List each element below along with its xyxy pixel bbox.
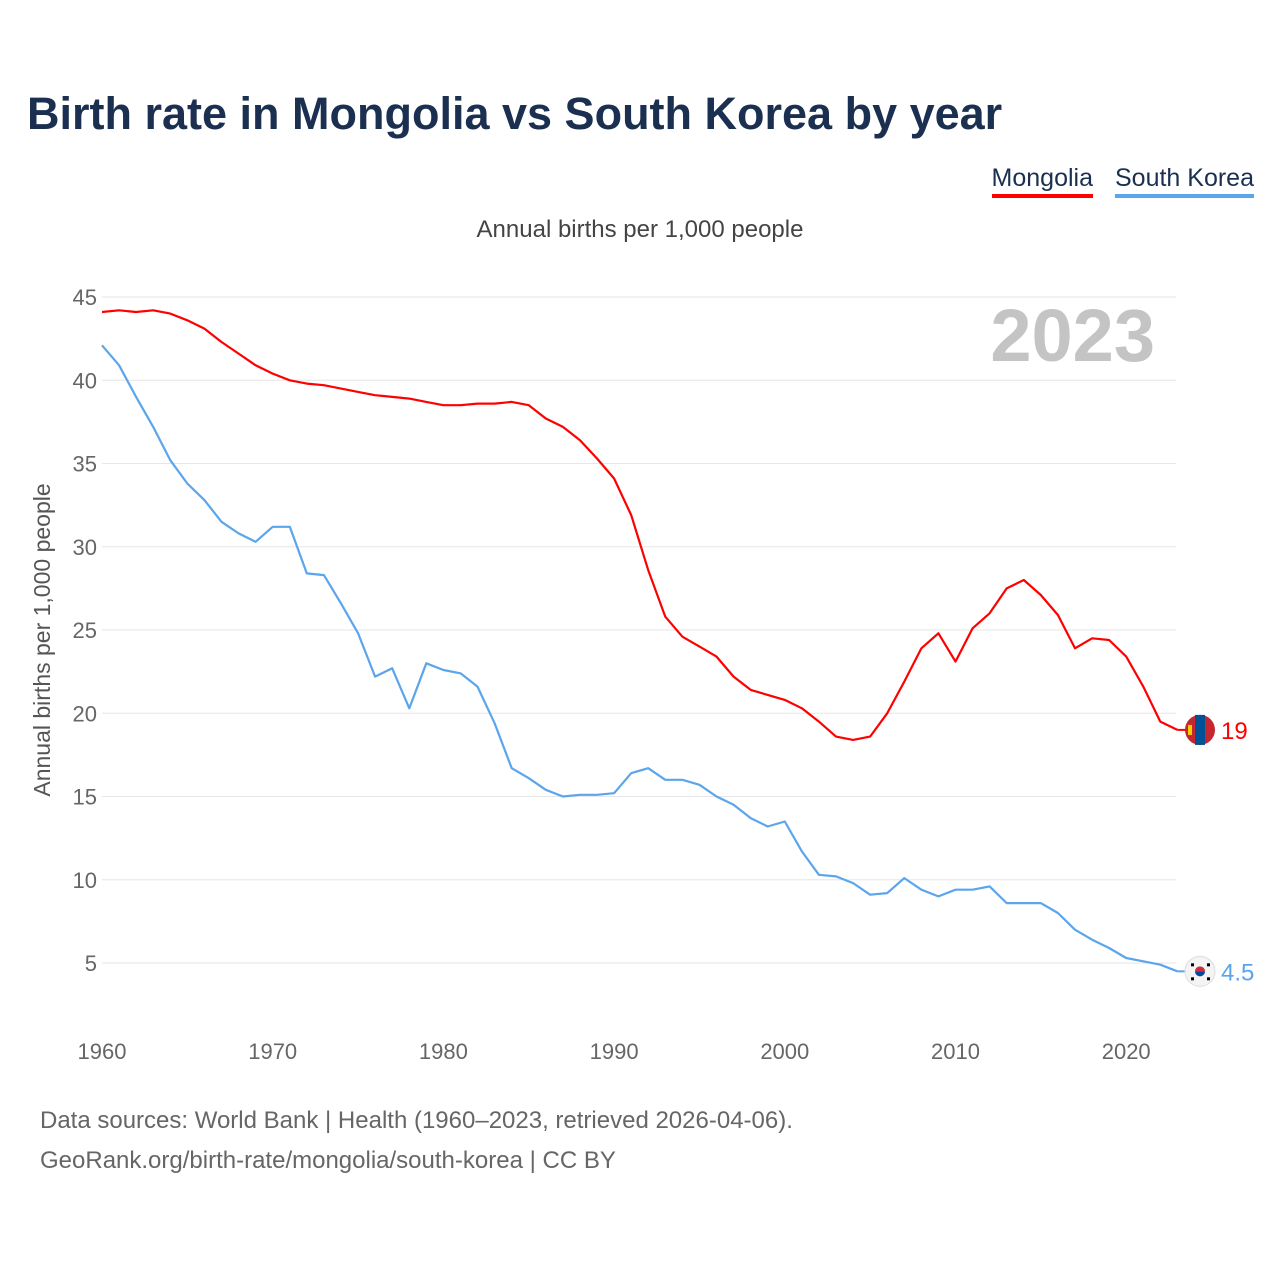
end-markers: 194.5 xyxy=(1177,714,1254,987)
y-tick-label: 10 xyxy=(73,868,97,893)
series-line-south-korea xyxy=(101,344,1178,973)
mongolia-flag-icon xyxy=(1185,714,1215,745)
x-tick-label: 2010 xyxy=(931,1039,980,1064)
x-axis-ticks: 1960 1970 1980 1990 2000 2010 2020 xyxy=(78,1039,1151,1064)
y-axis-ticks: 5 10 15 20 25 30 35 40 45 xyxy=(73,285,97,976)
x-tick-label: 2000 xyxy=(760,1039,809,1064)
y-tick-label: 45 xyxy=(73,285,97,310)
year-watermark: 2023 xyxy=(990,294,1155,377)
y-tick-label: 5 xyxy=(85,951,97,976)
footer-sources: Data sources: World Bank | Health (1960–… xyxy=(40,1107,793,1134)
legend-item-south-korea[interactable]: South Korea xyxy=(1115,164,1254,198)
series-lines xyxy=(101,309,1178,973)
y-tick-label: 25 xyxy=(73,618,97,643)
gridlines xyxy=(102,296,1176,964)
y-tick-label: 35 xyxy=(73,452,97,477)
y-axis-label: Annual births per 1,000 people xyxy=(29,483,55,796)
footer-link[interactable]: GeoRank.org/birth-rate/mongolia/south-ko… xyxy=(40,1147,616,1174)
x-tick-label: 2020 xyxy=(1102,1039,1151,1064)
x-tick-label: 1970 xyxy=(248,1039,297,1064)
y-tick-label: 15 xyxy=(73,785,97,810)
end-value-label: 4.5 xyxy=(1221,959,1254,986)
end-value-label: 19 xyxy=(1221,718,1248,745)
chart-subtitle: Annual births per 1,000 people xyxy=(476,216,804,243)
legend: Mongolia South Korea xyxy=(991,164,1254,198)
x-tick-label: 1960 xyxy=(78,1039,127,1064)
south-korea-flag-icon xyxy=(1184,955,1216,987)
y-tick-label: 40 xyxy=(73,368,97,393)
y-tick-label: 20 xyxy=(73,701,97,726)
legend-item-mongolia[interactable]: Mongolia xyxy=(991,164,1093,198)
x-tick-label: 1990 xyxy=(590,1039,639,1064)
y-tick-label: 30 xyxy=(73,535,97,560)
chart-title: Birth rate in Mongolia vs South Korea by… xyxy=(27,88,1003,139)
x-tick-label: 1980 xyxy=(419,1039,468,1064)
series-line-mongolia xyxy=(101,309,1178,741)
